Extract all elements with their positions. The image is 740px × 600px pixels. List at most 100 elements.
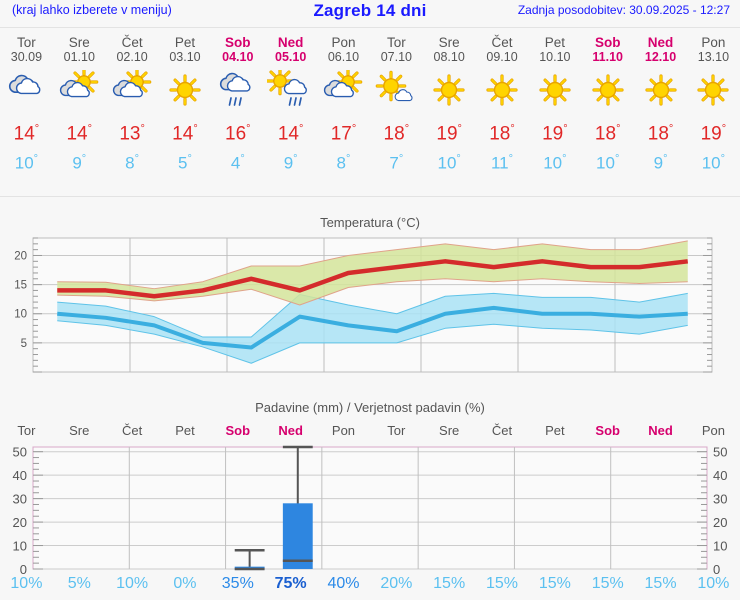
sun-cloud-rain-icon bbox=[265, 66, 315, 112]
day-column[interactable]: Ned 05.10 14° 9° bbox=[264, 30, 317, 195]
day-max-temp: 18° bbox=[489, 123, 515, 145]
day-column[interactable]: Sre 08.10 19° 10° bbox=[423, 30, 476, 195]
day-name: Sre bbox=[438, 35, 460, 50]
precipitation-probability: 15% bbox=[433, 575, 466, 592]
day-min-temp: 9° bbox=[653, 153, 668, 173]
day-name: Sob bbox=[225, 35, 251, 50]
day-max-temp: 16° bbox=[225, 123, 251, 145]
day-date: 07.10 bbox=[380, 50, 412, 64]
precipitation-probability: 10% bbox=[10, 575, 43, 592]
precipitation-probability: 10% bbox=[116, 575, 149, 592]
day-column[interactable]: Tor 30.09 14° 10° bbox=[0, 30, 53, 195]
day-min-temp: 9° bbox=[72, 153, 87, 173]
svg-text:50: 50 bbox=[13, 445, 27, 460]
day-max-temp: 14° bbox=[66, 123, 93, 145]
day-date: 04.10 bbox=[222, 50, 254, 64]
day-name: Pet bbox=[174, 35, 196, 50]
sun-small-cloud-icon bbox=[372, 70, 420, 112]
precipitation-probability: 35% bbox=[221, 575, 254, 592]
svg-text:20: 20 bbox=[14, 250, 27, 262]
day-min-temp: 7° bbox=[389, 153, 404, 173]
location-menu-note: (kraj lahko izberete v meniju) bbox=[12, 3, 172, 17]
svg-text:0: 0 bbox=[20, 562, 27, 576]
day-max-temp: 14° bbox=[277, 123, 304, 145]
day-date: 01.10 bbox=[63, 50, 95, 64]
precipitation-probability-row: 10% 5% 10% 0% 35% 75% 40% 20% 15% 15% 15% 15% 15% 10% bbox=[0, 575, 740, 597]
forecast-day-strip: Tor 30.09 14° 10° Sre 01.10 14° 9° Čet 02.10 13° 8°… bbox=[0, 30, 740, 195]
day-min-temp: 8° bbox=[125, 153, 140, 173]
svg-text:30: 30 bbox=[713, 492, 727, 507]
sunny-icon bbox=[531, 70, 579, 112]
day-column[interactable]: Pon 06.10 17° 8° bbox=[317, 30, 370, 195]
day-max-temp: 13° bbox=[119, 123, 145, 145]
precipitation-day-label: Pet bbox=[175, 423, 195, 438]
day-column[interactable]: Pet 03.10 14° 5° bbox=[159, 30, 212, 195]
precipitation-day-label: Sre bbox=[69, 423, 90, 438]
day-max-temp: 19° bbox=[700, 123, 727, 145]
last-update-label: Zadnja posodobitev: 30.09.2025 - 12:27 bbox=[517, 3, 730, 17]
day-column[interactable]: Ned 12.10 18° 9° bbox=[634, 30, 687, 195]
sunny-icon bbox=[584, 70, 632, 112]
day-min-temp: 10° bbox=[543, 153, 567, 173]
day-name: Tor bbox=[386, 35, 406, 50]
sunny-icon bbox=[161, 70, 209, 112]
precipitation-day-labels: Tor Sre Čet Pet Sob Ned Pon Tor Sre Čet Pet Sob Ned P… bbox=[0, 423, 740, 441]
day-column[interactable]: Tor 07.10 18° 7° bbox=[370, 30, 423, 195]
day-min-temp: 10° bbox=[701, 153, 726, 173]
precipitation-probability: 75% bbox=[274, 575, 307, 592]
precipitation-day-label: Čet bbox=[491, 423, 513, 438]
precipitation-day-label: Ned bbox=[648, 423, 673, 438]
day-date: 02.10 bbox=[116, 50, 148, 64]
day-max-temp: 17° bbox=[330, 123, 357, 145]
precipitation-day-label: Ned bbox=[278, 423, 303, 438]
precipitation-day-label: Pon bbox=[701, 423, 725, 438]
day-date: 05.10 bbox=[275, 50, 307, 64]
daystrip-divider bbox=[0, 196, 740, 197]
temperature-chart-title: Temperatura (°C) bbox=[320, 215, 420, 230]
day-date: 03.10 bbox=[169, 50, 201, 64]
day-date: 06.10 bbox=[327, 50, 360, 64]
svg-text:40: 40 bbox=[713, 468, 727, 483]
svg-text:10: 10 bbox=[14, 309, 27, 321]
day-column[interactable]: Pon 13.10 19° 10° bbox=[687, 30, 740, 195]
day-column[interactable]: Pet 10.10 19° 10° bbox=[528, 30, 581, 195]
day-name: Ned bbox=[647, 35, 674, 50]
precipitation-day-label: Tor bbox=[17, 423, 36, 438]
cloud-rain-icon bbox=[214, 70, 262, 112]
day-column[interactable]: Čet 09.10 18° 11° bbox=[476, 30, 529, 195]
precipitation-probability: 15% bbox=[644, 575, 677, 592]
precipitation-probability: 15% bbox=[538, 575, 571, 592]
day-max-temp: 19° bbox=[542, 123, 568, 145]
precipitation-day-label: Sob bbox=[595, 423, 620, 438]
precipitation-chart: 0 0 10 10 20 20 30 30 40 40 50 50 bbox=[13, 445, 728, 576]
day-column[interactable]: Čet 02.10 13° 8° bbox=[106, 30, 159, 195]
cloudy-icon bbox=[2, 70, 50, 112]
precipitation-probability: 0% bbox=[173, 575, 197, 592]
day-name: Čet bbox=[121, 35, 143, 50]
day-min-temp: 9° bbox=[283, 153, 298, 173]
day-min-temp: 10° bbox=[437, 153, 461, 173]
svg-text:30: 30 bbox=[13, 492, 27, 507]
sunny-icon bbox=[478, 70, 526, 112]
day-date: 09.10 bbox=[486, 50, 518, 64]
svg-text:0: 0 bbox=[713, 562, 720, 576]
day-column[interactable]: Sob 11.10 18° 10° bbox=[581, 30, 634, 195]
day-name: Ned bbox=[277, 35, 304, 50]
precipitation-probability: 20% bbox=[380, 575, 413, 592]
day-column[interactable]: Sre 01.10 14° 9° bbox=[53, 30, 106, 195]
temperature-chart: 5 10 15 20 bbox=[14, 237, 713, 373]
day-max-temp: 18° bbox=[594, 123, 621, 145]
day-min-temp: 5° bbox=[178, 153, 192, 173]
sunny-icon bbox=[689, 70, 737, 112]
day-date: 30.09 bbox=[10, 50, 43, 64]
day-min-temp: 10° bbox=[14, 153, 39, 173]
precipitation-day-label: Tor bbox=[387, 423, 406, 438]
day-date: 13.10 bbox=[697, 50, 730, 64]
sunny-icon bbox=[425, 70, 473, 112]
day-name: Sob bbox=[594, 35, 621, 50]
svg-text:40: 40 bbox=[13, 468, 27, 483]
day-max-temp: 19° bbox=[436, 123, 462, 145]
day-column[interactable]: Sob 04.10 16° 4° bbox=[211, 30, 264, 195]
day-name: Pon bbox=[701, 35, 726, 50]
day-min-temp: 10° bbox=[596, 153, 620, 173]
